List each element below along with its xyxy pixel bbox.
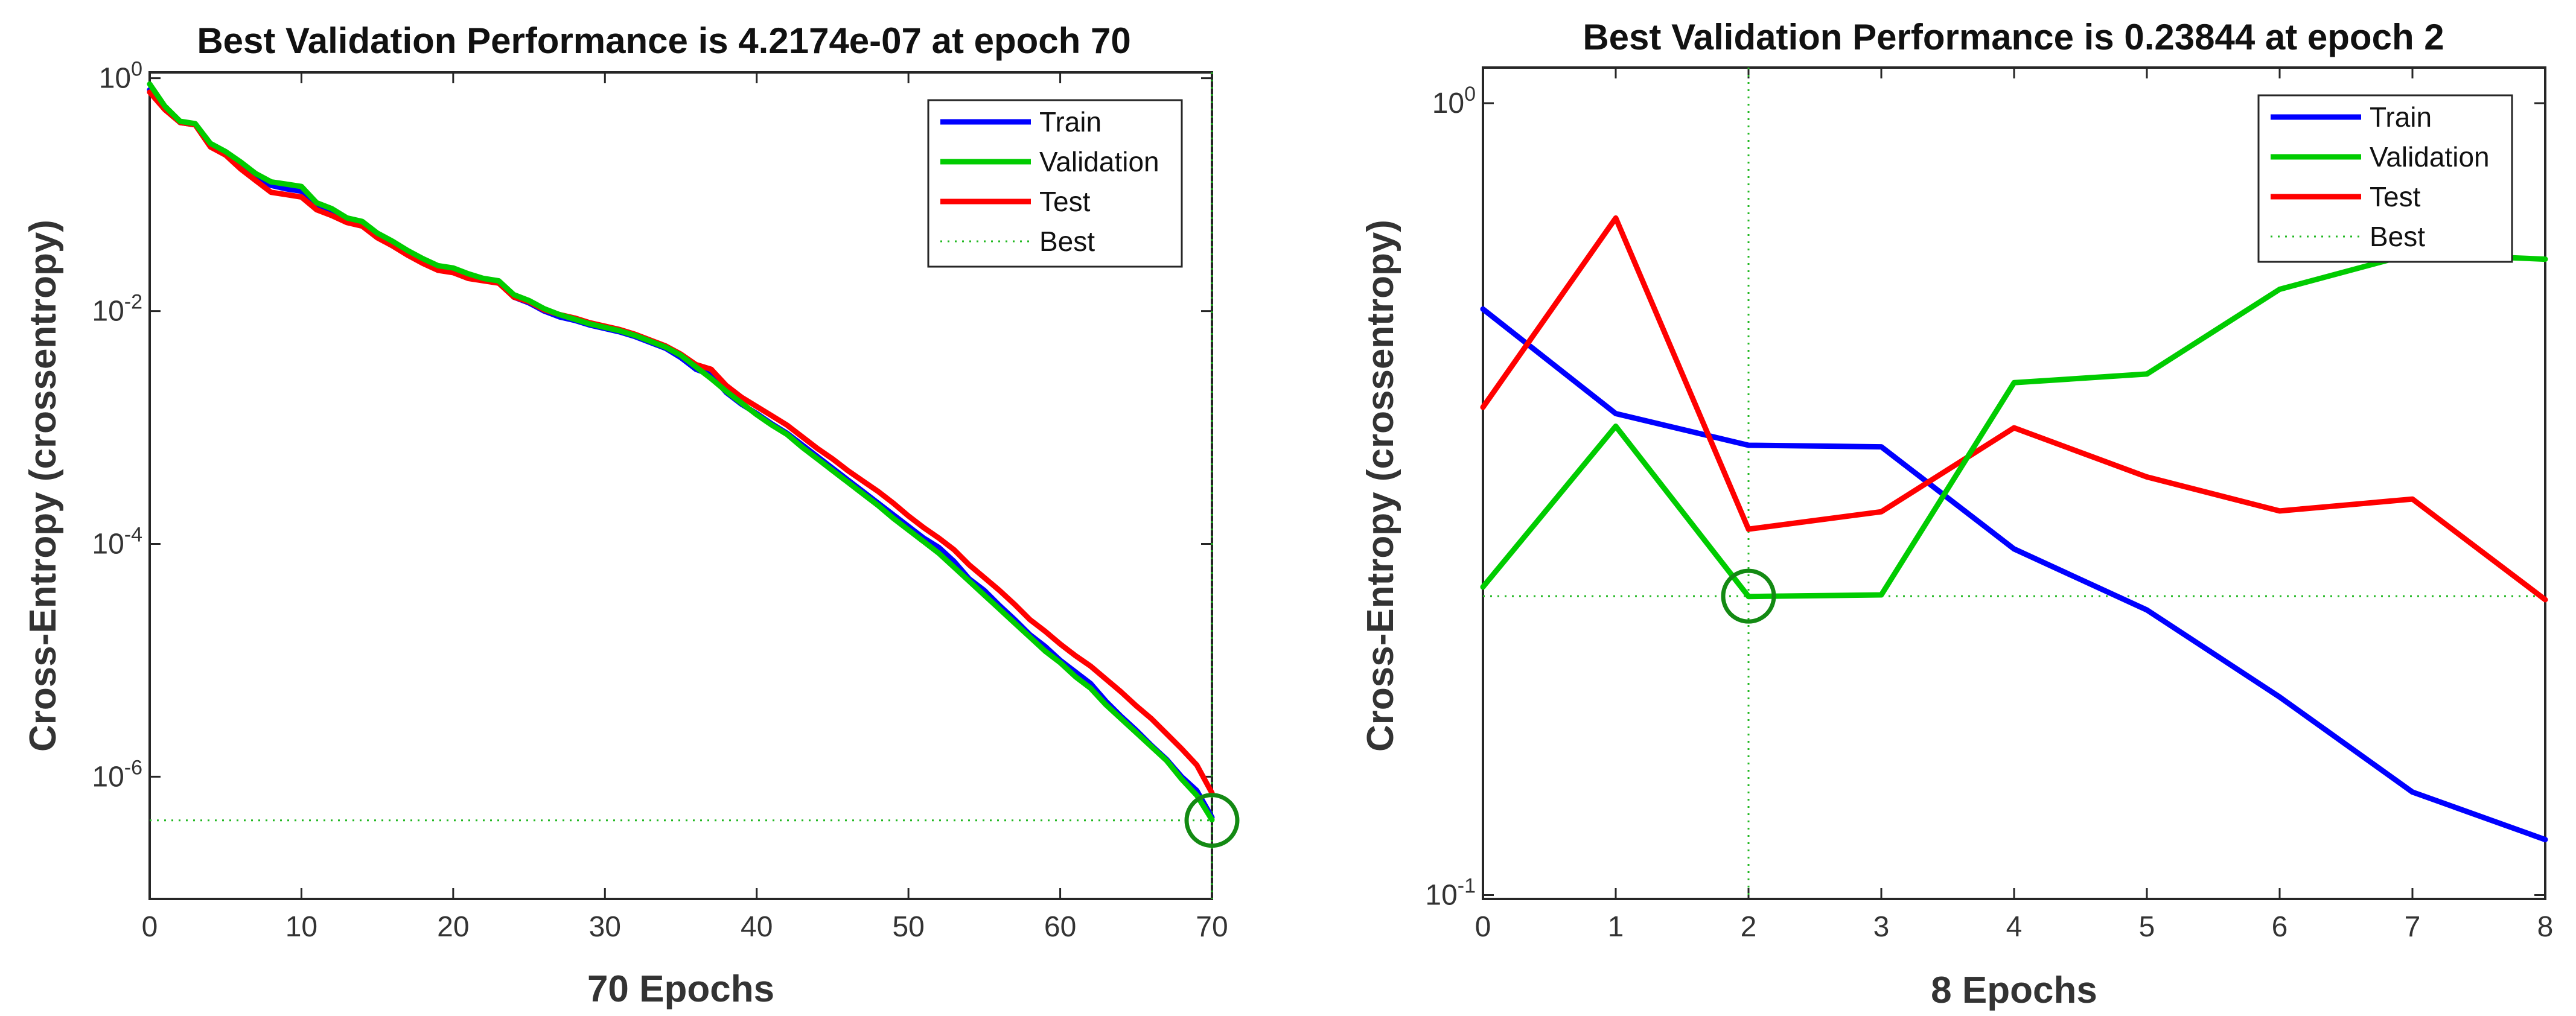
chart-left-y-axis-label: Cross-Entropy (crossentropy) [22, 220, 64, 752]
series-train-line [1480, 306, 2548, 843]
x-tick-label: 0 [142, 911, 158, 943]
legend-test-label: Test [1039, 186, 1091, 217]
legend-validation-label: Validation [1039, 146, 1159, 177]
x-tick-label: 4 [2006, 911, 2023, 943]
series-validation-line [1480, 250, 2548, 600]
legend-train-label: Train [2370, 101, 2432, 133]
chart-right-series [1480, 215, 2548, 843]
x-tick-label: 1 [1608, 911, 1624, 943]
chart-right-y-axis-label: Cross-Entropy (crossentropy) [1360, 220, 1401, 752]
chart-left-best-reference [150, 72, 1213, 899]
best-point-marker [1721, 568, 1776, 624]
x-tick-label: 6 [2272, 911, 2288, 943]
chart-left-legend: Train Validation Test Best [927, 99, 1183, 268]
chart-right-ticks: 0 1 2 3 4 5 6 7 8 100 10-1 [1425, 68, 2553, 943]
legend-train-label: Train [1039, 106, 1101, 138]
y-tick-label: 10-1 [1425, 874, 1476, 911]
chart-right-best-reference [1483, 68, 2545, 899]
legend-best-label: Best [1039, 226, 1095, 257]
chart-right-title: Best Validation Performance is 0.23844 a… [1583, 17, 2444, 57]
chart-left: Best Validation Performance is 4.2174e-0… [22, 21, 1240, 1010]
y-tick-label: 10-4 [92, 523, 142, 560]
legend-test-label: Test [2370, 181, 2421, 212]
x-tick-label: 3 [1873, 911, 1890, 943]
x-tick-label: 30 [589, 911, 621, 943]
x-tick-label: 7 [2405, 911, 2421, 943]
x-tick-label: 5 [2139, 911, 2155, 943]
y-tick-label: 10-2 [92, 291, 142, 328]
chart-left-x-axis-label: 70 Epochs [587, 968, 774, 1010]
x-tick-label: 10 [285, 911, 317, 943]
y-tick-label: 10-6 [92, 756, 142, 793]
chart-left-ticks: 0 10 20 30 40 50 60 70 100 10-2 10-4 10-6 [92, 58, 1228, 943]
series-validation-line [147, 81, 1215, 823]
x-tick-label: 20 [437, 911, 469, 943]
x-tick-label: 50 [892, 911, 924, 943]
x-tick-label: 8 [2537, 911, 2554, 943]
chart-right-x-axis-label: 8 Epochs [1931, 970, 2097, 1011]
legend-best-label: Best [2370, 221, 2425, 252]
x-tick-label: 60 [1044, 911, 1076, 943]
chart-left-title: Best Validation Performance is 4.2174e-0… [197, 21, 1130, 61]
y-tick-label: 100 [1432, 83, 1476, 119]
x-tick-label: 0 [1475, 911, 1491, 943]
chart-right-legend: Train Validation Test Best [2257, 94, 2513, 263]
chart-right-legend-box [2257, 94, 2513, 263]
chart-right: Best Validation Performance is 0.23844 a… [1360, 17, 2553, 1011]
best-point-marker [1184, 793, 1240, 848]
chart-left-legend-box [927, 99, 1183, 268]
x-tick-label: 70 [1196, 911, 1228, 943]
x-tick-label: 2 [1741, 911, 1757, 943]
legend-validation-label: Validation [2370, 141, 2490, 173]
y-tick-label: 100 [99, 58, 142, 95]
chart-left-series [147, 81, 1240, 848]
series-test-line [1480, 215, 2548, 603]
x-tick-label: 40 [741, 911, 773, 943]
